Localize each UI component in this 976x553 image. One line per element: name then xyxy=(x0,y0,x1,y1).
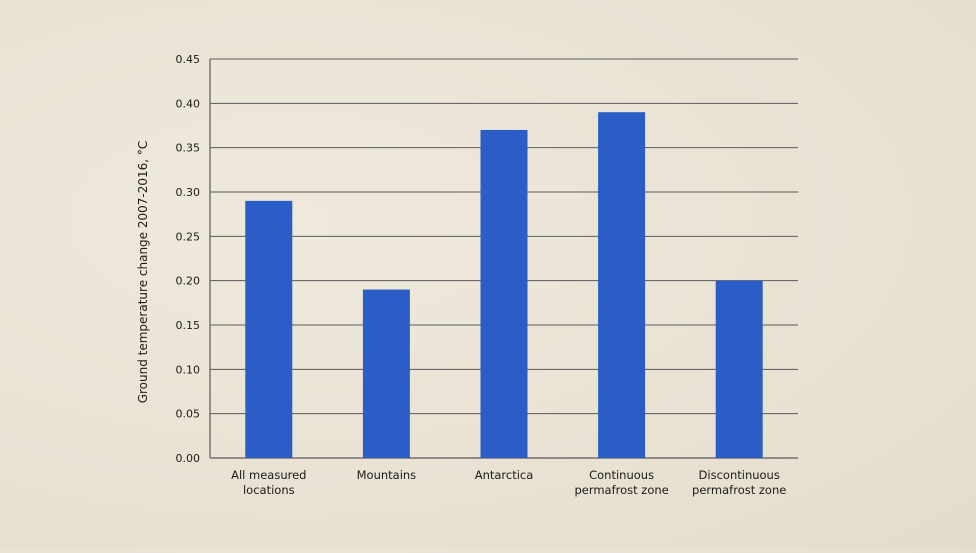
bar xyxy=(480,129,528,458)
bar xyxy=(715,280,763,458)
bar xyxy=(362,289,410,458)
y-tick-label: 0.35 xyxy=(176,142,201,155)
y-axis-ticks: 0.00 0.05 0.10 0.15 0.20 0.25 0.30 0.35 0.40 0.45 xyxy=(176,53,201,465)
y-tick-label: 0.00 xyxy=(176,452,201,465)
x-category-label: Discontinuous permafrost zone xyxy=(692,468,786,497)
x-category-label: All measured locations xyxy=(231,468,306,497)
y-tick-label: 0.15 xyxy=(176,319,201,332)
x-category-label: Continuous permafrost zone xyxy=(574,468,668,497)
bar xyxy=(245,200,293,458)
x-category-label: Mountains xyxy=(357,468,417,482)
y-tick-label: 0.10 xyxy=(176,363,201,376)
y-tick-label: 0.45 xyxy=(176,53,201,66)
y-tick-label: 0.40 xyxy=(176,97,201,110)
bar xyxy=(598,112,646,458)
y-tick-label: 0.05 xyxy=(176,408,201,421)
y-axis-title: Ground temperature change 2007-2016, °C xyxy=(136,141,150,404)
y-tick-label: 0.20 xyxy=(176,275,201,288)
x-axis-labels: All measured locations Mountains Antarctica… xyxy=(231,468,786,497)
bars xyxy=(245,112,763,458)
y-tick-label: 0.25 xyxy=(176,230,201,243)
y-tick-label: 0.30 xyxy=(176,186,201,199)
x-category-label: Antarctica xyxy=(475,468,534,482)
